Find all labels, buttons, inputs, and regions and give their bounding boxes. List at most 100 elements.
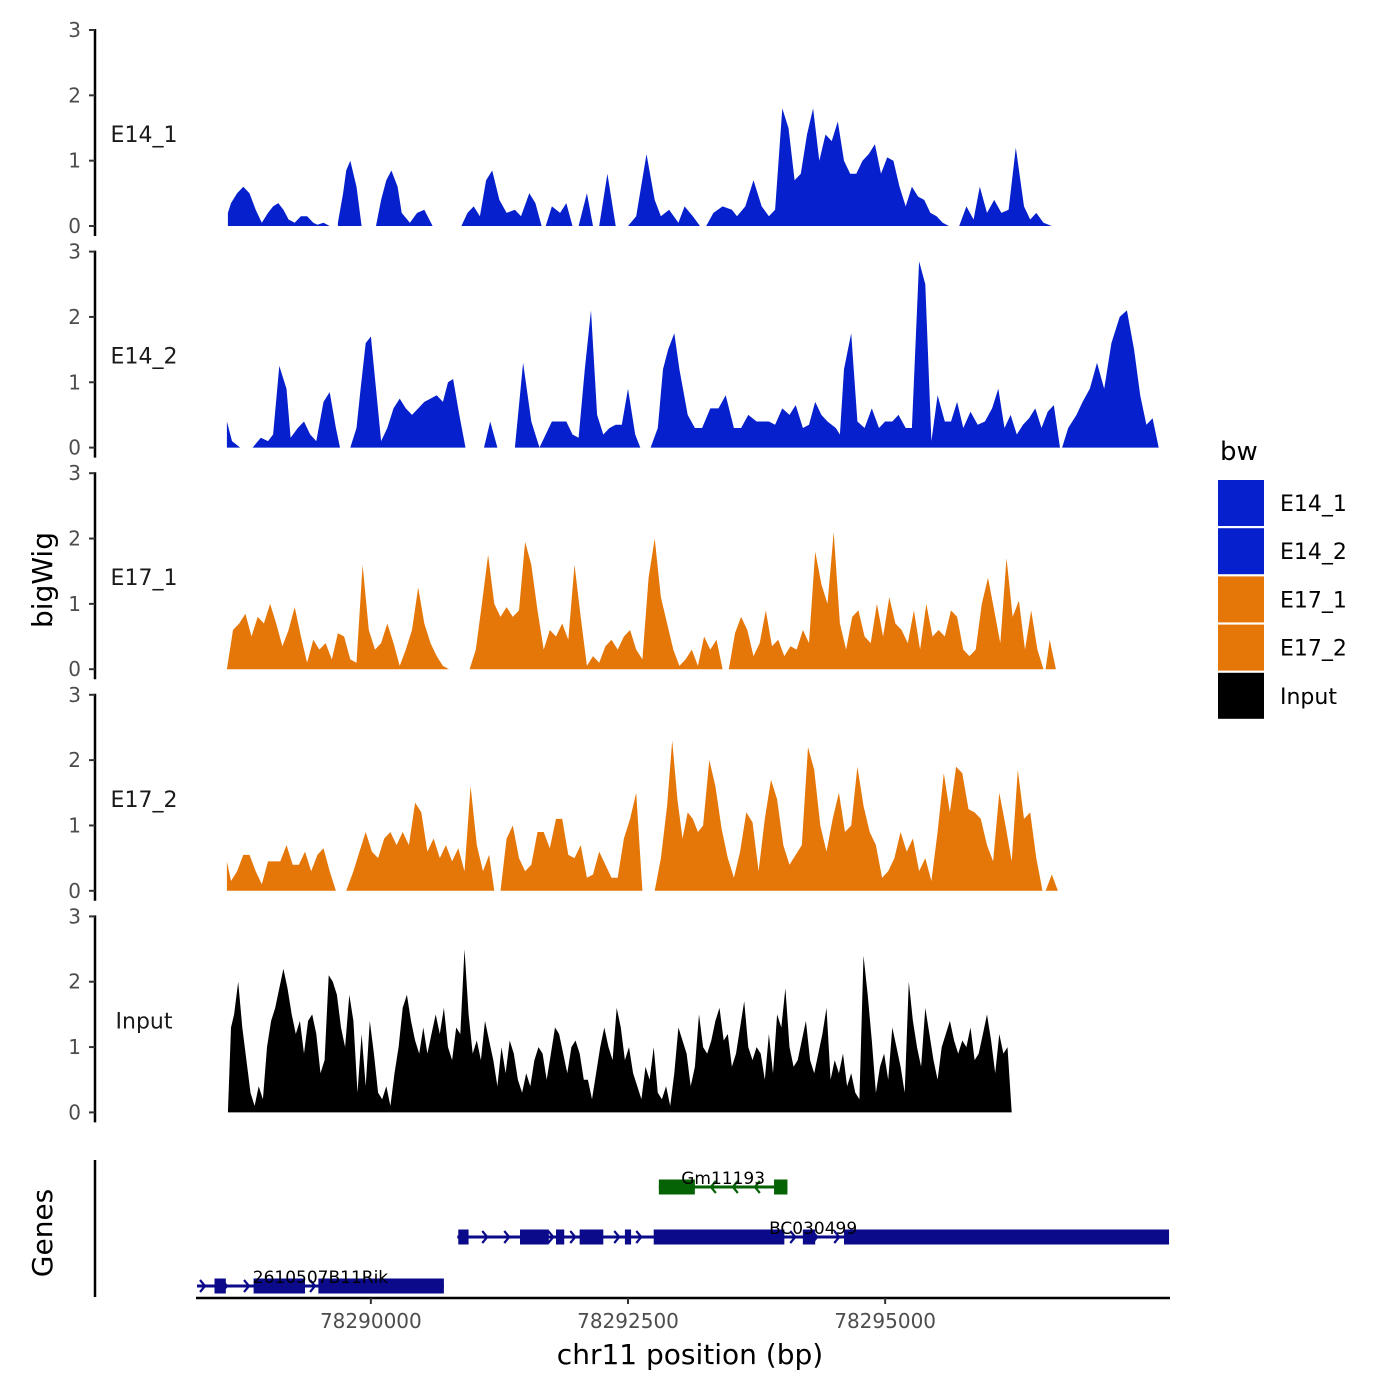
- strand-arrow: [503, 1230, 511, 1244]
- coverage-area: [650, 261, 1060, 448]
- gene-Gm11193: Gm11193: [658, 1169, 788, 1195]
- coverage-area: [514, 310, 641, 448]
- legend-items: E14_1 E14_2 E17_1 E17_2 Input: [1218, 480, 1347, 719]
- y-tick-label: 2: [68, 748, 81, 772]
- gene-label: 2610507B11Rik: [253, 1268, 389, 1288]
- coverage-area: [545, 203, 573, 226]
- strand-arrow: [709, 1180, 717, 1194]
- y-tick-label: 3: [68, 18, 81, 42]
- y-tick-label: 1: [68, 592, 81, 616]
- coverage-area: [728, 532, 1044, 670]
- coverage-area: [252, 365, 340, 448]
- y-tick-label: 3: [68, 904, 81, 928]
- gene-exon: [774, 1179, 788, 1195]
- legend-item: E17_1: [1218, 576, 1347, 623]
- coverage-area: [654, 740, 1043, 891]
- gene-exon: [802, 1229, 816, 1245]
- y-tick-label: 0: [68, 657, 81, 681]
- coverage-area: [500, 792, 643, 891]
- track-E17_2: 0 1 2 3 E17_2: [68, 683, 1058, 903]
- legend-label: E14_2: [1280, 540, 1347, 565]
- coverage-area: [227, 949, 1012, 1113]
- x-axis: 78290000 78292500 78295000: [196, 1296, 1170, 1333]
- y-tick-label: 3: [68, 461, 81, 485]
- track-E14_2: 0 1 2 3 E14_2: [68, 240, 1159, 460]
- strand-arrow: [753, 1180, 761, 1194]
- coverage-area: [227, 186, 330, 226]
- gene-exon: [844, 1229, 1170, 1245]
- legend-label: Input: [1280, 685, 1337, 710]
- gene-exon: [318, 1278, 444, 1294]
- coverage-area: [226, 564, 449, 670]
- coverage-area: [1045, 639, 1056, 670]
- track-E14_1: 0 1 2 3 E14_1: [68, 18, 1052, 238]
- x-tick-label: 78295000: [834, 1309, 936, 1333]
- legend-label: E17_2: [1280, 637, 1347, 662]
- gene-label: Gm11193: [681, 1169, 765, 1189]
- coverage-area: [376, 170, 433, 226]
- y-tick-label: 0: [68, 214, 81, 238]
- gene-panel: Gm11193 BC030499 2610507B11Rik: [93, 1160, 1170, 1297]
- bigwig-tracks: 0 1 2 3 E14_1 0 1 2 3 E14_2 0 1 2 3 E17_1 0 1 2 3 E17_2 0 1 2 3…: [68, 18, 1159, 1124]
- y-tick-label: 3: [68, 240, 81, 264]
- x-tick-label: 78292500: [577, 1309, 679, 1333]
- coverage-area: [484, 421, 498, 448]
- strand-arrow: [833, 1230, 841, 1244]
- legend-swatch: [1218, 624, 1264, 671]
- coverage-area: [226, 845, 336, 891]
- y-tick-label: 1: [68, 1035, 81, 1059]
- track-label: E17_1: [111, 566, 178, 591]
- coverage-area: [1045, 874, 1058, 891]
- legend-item: E14_1: [1218, 480, 1347, 526]
- coverage-area: [346, 786, 495, 891]
- coverage-area: [461, 170, 542, 226]
- y-tick-label: 1: [68, 370, 81, 394]
- strand-arrow: [731, 1180, 739, 1194]
- track-E17_1: 0 1 2 3 E17_1: [68, 461, 1056, 681]
- gene-exon: [253, 1278, 306, 1294]
- track-label: E14_1: [111, 123, 178, 148]
- coverage-area: [959, 147, 1052, 226]
- gene-2610507B11Rik: 2610507B11Rik: [197, 1268, 444, 1294]
- coverage-area: [337, 160, 362, 226]
- coverage-area: [599, 173, 616, 226]
- strand-arrow: [547, 1230, 555, 1244]
- coverage-area: [706, 108, 949, 226]
- strand-arrow: [481, 1230, 489, 1244]
- strand-arrow: [569, 1230, 577, 1244]
- gene-label: BC030499: [769, 1219, 857, 1239]
- gene-exon: [556, 1229, 565, 1245]
- y-tick-label: 0: [68, 436, 81, 460]
- legend-label: E14_1: [1280, 492, 1347, 517]
- track-Input: 0 1 2 3 Input: [68, 904, 1012, 1124]
- gene-exon: [658, 1179, 695, 1195]
- strand-arrow: [309, 1279, 317, 1293]
- gene-BC030499: BC030499: [457, 1219, 1170, 1245]
- legend-swatch: [1218, 528, 1264, 575]
- y-tick-label: 0: [68, 879, 81, 903]
- gene-exon: [214, 1278, 226, 1294]
- coverage-area: [226, 421, 241, 448]
- x-tick-label: 78290000: [320, 1309, 422, 1333]
- legend-label: E17_1: [1280, 588, 1347, 613]
- coverage-area: [628, 154, 700, 226]
- y-tick-label: 3: [68, 683, 81, 707]
- coverage-area: [578, 193, 593, 226]
- gene-exon: [653, 1229, 785, 1245]
- genes-axis-title: Genes: [26, 1189, 59, 1277]
- coverage-area: [350, 336, 466, 448]
- y-tick-label: 1: [68, 149, 81, 173]
- legend-item: Input: [1218, 672, 1337, 719]
- x-axis-title: chr11 position (bp): [557, 1338, 823, 1371]
- gene-exon: [520, 1229, 549, 1245]
- strand-arrow: [613, 1230, 621, 1244]
- y-tick-label: 2: [68, 970, 81, 994]
- gene-exon: [579, 1229, 604, 1245]
- legend-title: bw: [1220, 437, 1258, 467]
- gene-exon: [458, 1229, 469, 1245]
- strand-arrow: [789, 1230, 797, 1244]
- legend-item: E14_2: [1218, 528, 1347, 575]
- strand-arrow: [199, 1279, 207, 1293]
- y-tick-label: 2: [68, 527, 81, 551]
- legend: bw E14_1 E14_2 E17_1 E17_2 Input: [1218, 437, 1347, 719]
